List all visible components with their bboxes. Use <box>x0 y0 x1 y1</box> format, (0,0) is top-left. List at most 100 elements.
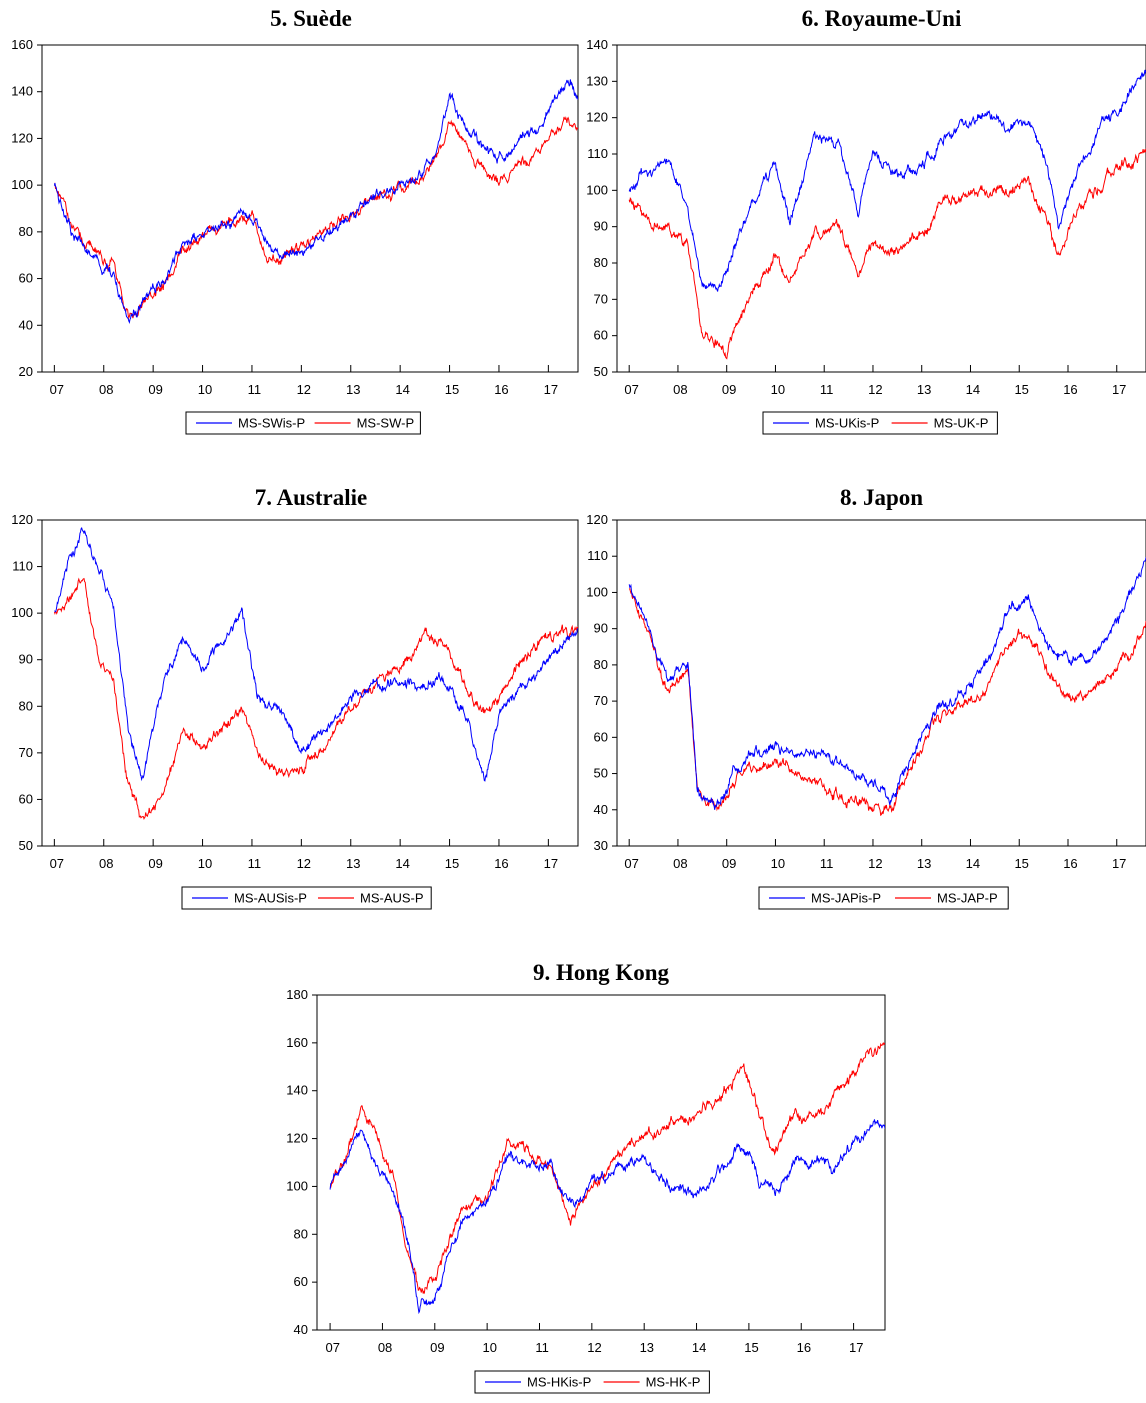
y-tick-label: 90 <box>19 652 33 667</box>
chart-svg: 40 60 80 100 120 140 160 180 07 08 09 10 11 12 13 14 15 1… <box>286 987 886 1394</box>
y-tick-label: 120 <box>11 130 33 145</box>
x-tick-label: 08 <box>673 856 687 871</box>
y-tick-label: 140 <box>586 37 608 52</box>
y-tick-label: 50 <box>594 364 608 379</box>
y-tick-label: 70 <box>594 693 608 708</box>
y-tick-label: 100 <box>11 177 33 192</box>
series-line <box>628 587 1146 817</box>
legend-label: MS-AUS-P <box>360 891 424 906</box>
x-tick-label: 15 <box>744 1340 758 1355</box>
x-tick-label: 11 <box>820 382 834 397</box>
y-tick-label: 30 <box>594 838 608 853</box>
x-tick-label: 08 <box>673 382 687 397</box>
series-line <box>329 1119 885 1315</box>
legend-label: MS-UKis-P <box>815 416 879 431</box>
x-tick-label: 09 <box>148 382 162 397</box>
chart-title: 9. Hong Kong <box>532 960 670 985</box>
y-tick-label: 120 <box>586 512 608 527</box>
x-tick-label: 09 <box>430 1340 444 1355</box>
x-tick-label: 16 <box>797 1340 811 1355</box>
plot-frame <box>316 994 886 1331</box>
x-tick-label: 10 <box>771 856 785 871</box>
y-tick-label: 120 <box>586 110 608 125</box>
x-tick-label: 13 <box>346 382 360 397</box>
chart-svg: 20 40 60 80 100 120 140 160 07 08 09 10 11 12 13 14 15 16… <box>11 37 579 435</box>
x-tick-label: 12 <box>297 382 311 397</box>
y-tick-label: 70 <box>19 745 33 760</box>
x-tick-label: 08 <box>99 382 113 397</box>
plot-frame <box>41 519 579 847</box>
chart-panel-uk: 6. Royaume-Uni 50 60 70 80 90 100 110 120 130 140… <box>575 0 1146 450</box>
y-tick-label: 160 <box>286 1035 308 1050</box>
legend-label: MS-JAPis-P <box>811 891 881 906</box>
x-tick-label: 13 <box>917 382 931 397</box>
y-tick-label: 80 <box>19 224 33 239</box>
series-line <box>329 1042 885 1295</box>
y-tick-label: 90 <box>594 219 608 234</box>
y-tick-label: 140 <box>286 1083 308 1098</box>
x-tick-label: 11 <box>820 856 834 871</box>
x-tick-label: 15 <box>445 856 459 871</box>
x-tick-label: 15 <box>445 382 459 397</box>
legend-label: MS-SW-P <box>357 416 415 431</box>
x-tick-label: 10 <box>198 382 212 397</box>
y-tick-label: 60 <box>594 729 608 744</box>
chart-panel-japan: 8. Japon 30 40 50 60 70 80 90 100 110 120 07 08 09 10… <box>575 475 1146 925</box>
y-tick-label: 50 <box>19 838 33 853</box>
x-tick-label: 08 <box>378 1340 392 1355</box>
x-tick-label: 10 <box>198 856 212 871</box>
chart-panel-hong-kong: 9. Hong Kong 40 60 80 100 120 140 160 180 07 08 09… <box>275 950 890 1403</box>
y-tick-label: 110 <box>587 146 608 161</box>
legend-label: MS-UK-P <box>934 416 989 431</box>
plot-frame <box>616 44 1146 373</box>
y-tick-label: 40 <box>19 317 33 332</box>
x-tick-label: 07 <box>50 382 64 397</box>
legend: MS-SWis-P MS-SW-P <box>185 411 421 435</box>
x-tick-label: 16 <box>494 856 508 871</box>
y-tick-label: 20 <box>19 364 33 379</box>
x-tick-label: 10 <box>771 382 785 397</box>
series-line <box>53 79 578 324</box>
x-tick-label: 12 <box>868 856 882 871</box>
x-tick-label: 16 <box>1063 382 1077 397</box>
y-tick-label: 100 <box>586 182 608 197</box>
legend: MS-UKis-P MS-UK-P <box>762 411 998 435</box>
legend-label: MS-SWis-P <box>238 416 305 431</box>
chart-panel-sweden: 5. Suède 20 40 60 80 100 120 140 160 07 08 09 10 11 1… <box>0 0 580 450</box>
series-line <box>628 69 1146 292</box>
legend-box <box>185 411 421 435</box>
legend-label: MS-HK-P <box>646 1375 701 1390</box>
chart-svg: 30 40 50 60 70 80 90 100 110 120 07 08 09 10 11 12 13 14 1… <box>586 512 1146 910</box>
series-line <box>54 116 578 320</box>
chart-title: 5. Suède <box>270 6 352 31</box>
x-tick-label: 12 <box>868 382 882 397</box>
series-line <box>628 148 1146 360</box>
y-tick-label: 70 <box>594 291 608 306</box>
y-tick-label: 80 <box>594 255 608 270</box>
y-tick-label: 60 <box>594 328 608 343</box>
x-tick-label: 11 <box>248 856 262 871</box>
legend-label: MS-AUSis-P <box>234 891 307 906</box>
x-tick-label: 17 <box>1112 382 1126 397</box>
y-tick-label: 60 <box>19 271 33 286</box>
y-tick-label: 100 <box>586 584 608 599</box>
y-tick-label: 160 <box>11 37 33 52</box>
y-tick-label: 80 <box>594 657 608 672</box>
x-tick-label: 07 <box>624 382 638 397</box>
y-tick-label: 50 <box>594 766 608 781</box>
y-tick-label: 120 <box>11 512 33 527</box>
x-tick-label: 07 <box>50 856 64 871</box>
x-tick-label: 15 <box>1014 382 1028 397</box>
x-tick-label: 07 <box>325 1340 339 1355</box>
x-tick-label: 14 <box>966 382 980 397</box>
series-line <box>628 557 1146 810</box>
series-line <box>53 577 578 820</box>
plot-frame <box>616 519 1146 847</box>
legend-label: MS-JAP-P <box>937 891 998 906</box>
legend: MS-JAPis-P MS-JAP-P <box>758 886 1009 910</box>
x-tick-label: 16 <box>494 382 508 397</box>
x-tick-label: 09 <box>722 856 736 871</box>
y-tick-label: 120 <box>286 1131 308 1146</box>
y-tick-label: 60 <box>294 1274 308 1289</box>
legend: MS-AUSis-P MS-AUS-P <box>181 886 432 910</box>
